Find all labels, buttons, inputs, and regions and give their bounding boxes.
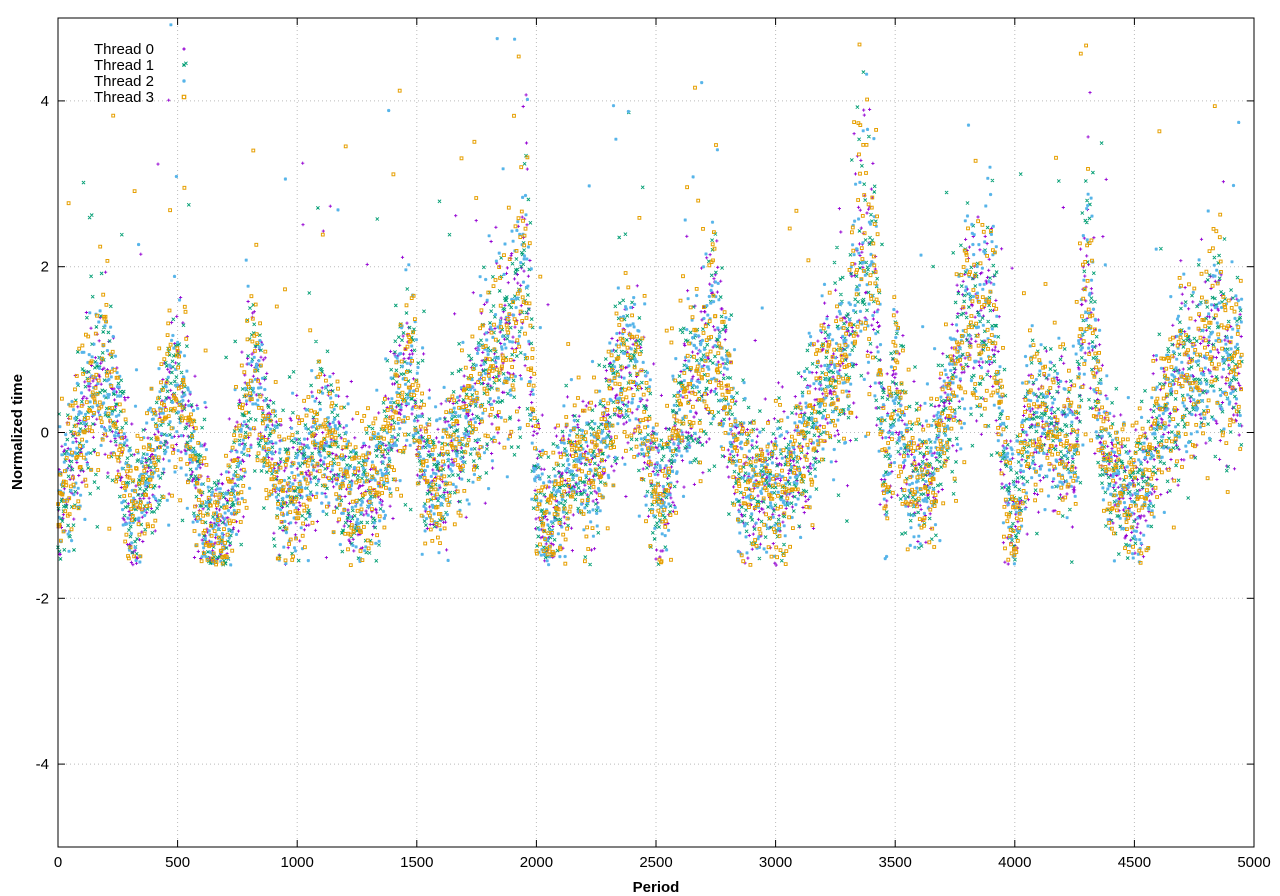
x-tick-label: 2500 — [639, 854, 672, 871]
x-tick-label: 5000 — [1237, 854, 1270, 871]
x-tick-label: 4000 — [998, 854, 1031, 871]
series-markers — [56, 42, 1244, 567]
legend-marker — [181, 62, 187, 68]
x-tick-label: 0 — [54, 854, 62, 871]
y-tick-label: 4 — [41, 93, 49, 110]
legend-marker — [182, 47, 186, 51]
y-tick-label: 0 — [41, 425, 49, 442]
y-axis-title: Normalized time — [9, 374, 26, 490]
y-tick-label: 2 — [41, 259, 49, 276]
y-tick-label: -2 — [36, 590, 49, 607]
series-thread-3 — [56, 42, 1244, 567]
legend-label: Thread 0 — [94, 41, 154, 58]
gridlines — [58, 18, 1254, 847]
x-tick-label: 1000 — [281, 854, 314, 871]
x-tick-label: 2000 — [520, 854, 553, 871]
x-tick-label: 500 — [165, 854, 190, 871]
x-tick-label: 1500 — [400, 854, 433, 871]
axis-ticks: 0 500 1000 1500 2000 2500 3000 3500 4000 4500 5000… — [36, 18, 1271, 871]
legend-label: Thread 3 — [94, 89, 154, 106]
legend-label: Thread 2 — [94, 73, 154, 90]
legend-marker — [182, 79, 186, 83]
x-tick-label: 3500 — [879, 854, 912, 871]
x-axis-title: Period — [633, 879, 680, 896]
x-tick-label: 3000 — [759, 854, 792, 871]
legend-marker — [181, 94, 187, 100]
legend-label: Thread 1 — [94, 57, 154, 74]
x-tick-label: 4500 — [1118, 854, 1151, 871]
y-tick-label: -4 — [36, 756, 49, 773]
data-points — [56, 23, 1244, 567]
